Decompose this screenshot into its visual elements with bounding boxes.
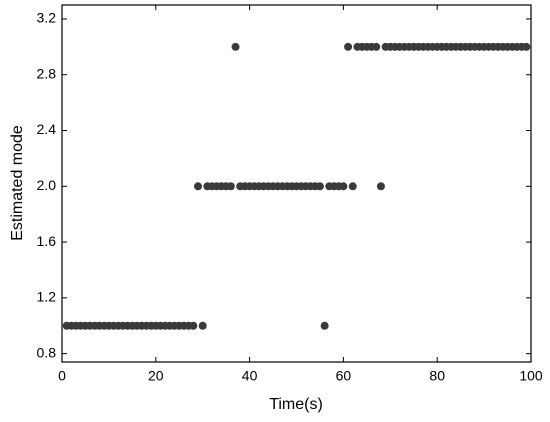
y-tick-label: 2.0 [37, 177, 57, 193]
point [189, 321, 198, 330]
point [198, 321, 207, 330]
point [372, 42, 381, 51]
plot-frame [61, 4, 532, 363]
y-tick-label: 2.4 [37, 121, 57, 137]
x-tick-label: 40 [242, 368, 258, 384]
point [339, 182, 348, 191]
point [344, 42, 353, 51]
point [231, 42, 240, 51]
y-tick-label: 2.8 [37, 65, 57, 81]
point [194, 182, 203, 191]
x-axis-title: Time(s) [269, 396, 323, 413]
y-axis-title: Estimated mode [9, 125, 26, 241]
point [315, 182, 324, 191]
x-tick-label: 0 [58, 368, 66, 384]
y-tick-label: 0.8 [37, 344, 57, 360]
point [320, 321, 329, 330]
point [376, 182, 385, 191]
y-tick-label: 1.6 [37, 233, 57, 249]
x-tick-label: 80 [429, 368, 445, 384]
point [522, 42, 531, 51]
y-tick-label: 3.2 [37, 10, 57, 26]
point [348, 182, 357, 191]
x-tick-label: 20 [148, 368, 164, 384]
x-tick-label: 60 [336, 368, 352, 384]
y-tick-label: 1.2 [37, 289, 57, 305]
point [226, 182, 235, 191]
x-tick-label: 100 [519, 368, 543, 384]
